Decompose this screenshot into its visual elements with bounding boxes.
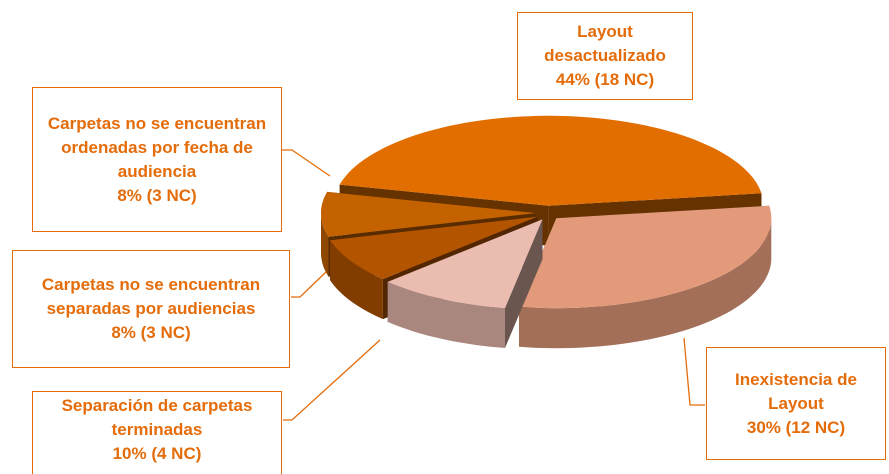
leader-line: [683, 337, 705, 406]
slice: [519, 205, 772, 309]
value-label: 30% (12 NC): [746, 417, 846, 437]
leader-line: [282, 149, 331, 177]
category-label: Layout desactualizado: [544, 22, 666, 65]
slice-label: Carpetas no se encuentran separadas por …: [12, 250, 290, 368]
slice-side: [519, 218, 772, 349]
category-label: Carpetas no se encuentran ordenadas por …: [47, 113, 267, 181]
slice-side: [321, 213, 329, 277]
slice-label: Inexistencia de Layout 30% (12 NC): [706, 347, 886, 460]
value-label: 8% (3 NC): [117, 185, 197, 205]
slice-side: [330, 240, 383, 320]
slice-side: [387, 281, 505, 348]
slice: [339, 115, 762, 206]
slice-label: Separación de carpetas terminadas 10% (4…: [32, 391, 282, 474]
slice: [330, 216, 538, 280]
slices: [321, 115, 772, 349]
slice: [321, 191, 536, 237]
value-label: 8% (3 NC): [111, 323, 191, 342]
category-label: Carpetas no se encuentran separadas por …: [41, 275, 261, 318]
slice: [387, 219, 543, 308]
slice-label: Layout desactualizado 44% (18 NC): [517, 12, 693, 100]
leader-lines: [282, 149, 705, 421]
leader-line: [291, 271, 327, 298]
category-label: Separación de carpetas terminadas: [61, 396, 253, 439]
slice-label: Carpetas no se encuentran ordenadas por …: [32, 87, 282, 232]
value-label: 10% (4 NC): [112, 444, 202, 463]
value-label: 44% (18 NC): [555, 70, 655, 89]
category-label: Inexistencia de Layout: [735, 369, 857, 413]
leader-line: [283, 339, 381, 421]
